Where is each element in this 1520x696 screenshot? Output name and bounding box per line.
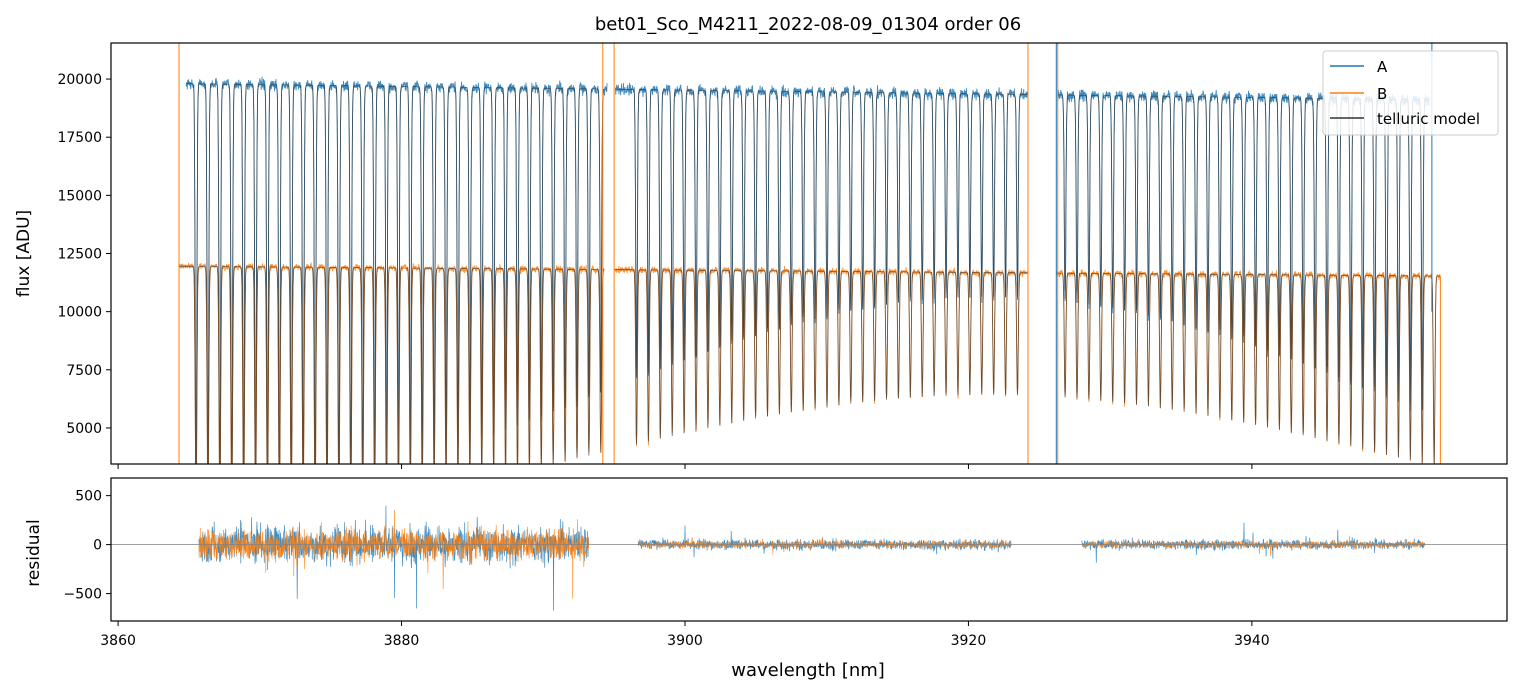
spectrum-b-segment-0	[178, 262, 605, 464]
legend: A B telluric model	[1322, 50, 1499, 136]
x-axis-label: wavelength [nm]	[731, 660, 885, 681]
residual-b-segment-0	[198, 509, 589, 599]
flux-y-tick-label-17500: 17500	[57, 130, 102, 146]
flux-y-tick-label-5000: 5000	[66, 421, 102, 437]
x-tick-label-3920: 3920	[951, 633, 987, 649]
residual-plot-area	[111, 505, 1507, 611]
flux-y-tick-label-20000: 20000	[57, 72, 102, 88]
flux-y-tick-label-10000: 10000	[57, 305, 102, 321]
flux-y-axis-label: flux [ADU]	[14, 210, 34, 297]
flux-axes-frame	[110, 42, 1508, 465]
residual-y-tick-label-0: 0	[93, 538, 102, 554]
telluric-model-b-segment-0	[179, 265, 605, 464]
x-tick-label-3880: 3880	[384, 633, 420, 649]
telluric-model-a-segment-1	[615, 88, 1028, 379]
legend-label-b: B	[1377, 85, 1387, 103]
chart-title: bet01_Sco_M4211_2022-08-09_01304 order 0…	[595, 14, 1021, 35]
residual-ticks: −500 0 500 3860 3880 3900 3920 3940	[64, 489, 1270, 649]
legend-label-a: A	[1377, 58, 1388, 76]
flux-y-tick-label-12500: 12500	[57, 247, 102, 263]
flux-y-tick-label-7500: 7500	[66, 363, 102, 379]
legend-label-telluric: telluric model	[1377, 110, 1480, 128]
residual-y-tick-label-500: 500	[75, 489, 102, 505]
residual-axes-frame	[110, 477, 1508, 622]
x-tick-label-3860: 3860	[100, 633, 136, 649]
telluric-model-b-segment-1	[614, 269, 1028, 445]
residual-y-axis-label: residual	[24, 519, 44, 586]
flux-y-ticks: 5000 7500 10000 12500 15000 17500 20000	[57, 72, 1253, 469]
x-tick-label-3900: 3900	[667, 633, 703, 649]
residual-y-tick-label--500: −500	[64, 587, 102, 603]
flux-y-tick-label-15000: 15000	[57, 188, 102, 204]
telluric-model-b-segment-2	[1056, 272, 1441, 464]
x-tick-label-3940: 3940	[1234, 633, 1270, 649]
